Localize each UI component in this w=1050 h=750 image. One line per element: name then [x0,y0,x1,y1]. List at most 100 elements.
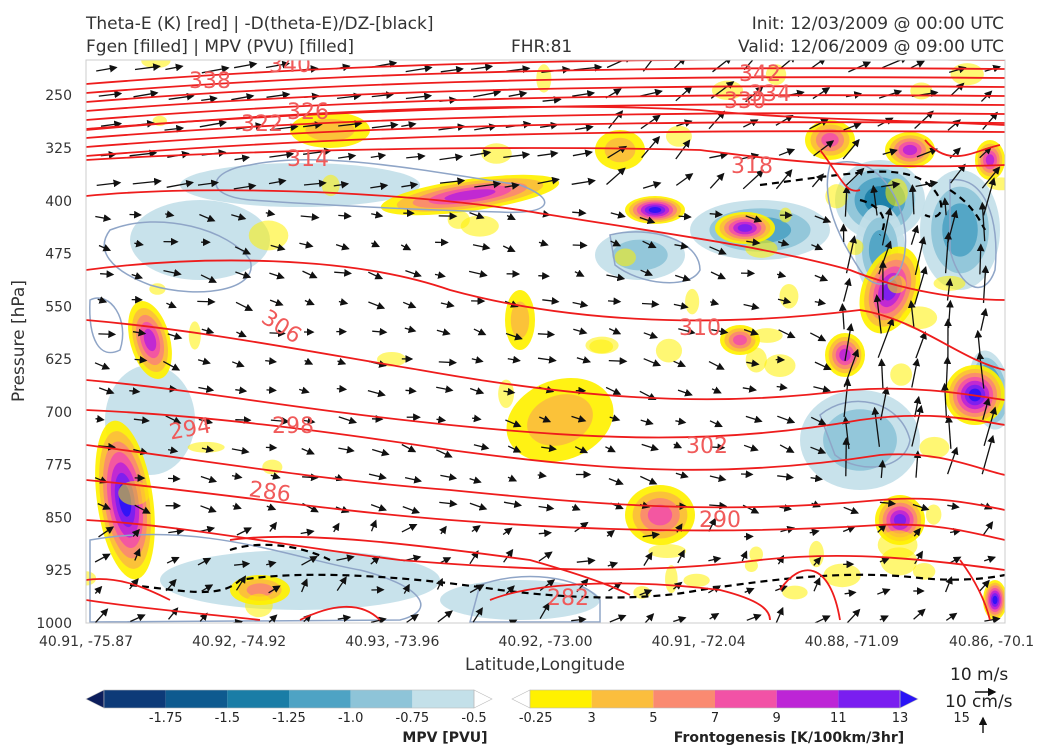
wind-arrow [98,244,112,252]
wind-arrow [643,551,653,566]
wind-arrow [537,176,560,185]
wind-arrow [709,501,728,510]
mpv-contour-line [89,533,422,623]
wind-arrow [882,148,898,156]
wind-arrow [265,209,276,217]
wind-arrow [542,96,562,104]
wind-arrow [976,243,985,275]
wind-arrow [778,239,790,247]
wind-arrow [673,360,686,368]
wind-arrow [811,60,827,69]
wind-arrow [201,445,215,453]
wind-arrow [945,414,953,449]
y-tick-label: 625 [45,352,72,368]
wind-arrow [401,121,417,129]
wind-arrow [709,613,720,621]
wind-arrow [640,418,654,426]
wind-arrow [606,273,626,282]
wind-arrow [198,417,214,425]
wind-arrow [949,556,962,564]
theta-e-contour [86,67,1005,94]
wind-arrow [775,169,793,190]
wind-arrow [742,385,757,393]
wind-arrow [234,154,250,163]
wind-arrow [168,527,185,536]
wind-arrow [607,297,622,306]
wind-arrow [673,302,689,310]
wind-arrow [436,415,447,424]
dthetae-dz-contour [229,543,331,561]
wind-arrow [745,86,764,103]
shaded-cell [614,248,636,267]
shaded-cell [665,125,692,147]
wind-arrow [910,60,925,69]
wind-arrow [675,173,694,186]
theta-e-contour [299,605,381,621]
wind-arrow [571,615,587,623]
shaded-cell [180,163,420,207]
wind-arrow [266,503,277,511]
wind-arrow [949,82,965,97]
wind-arrow [332,522,340,533]
wind-arrow [744,587,755,595]
wind-arrow [235,575,246,591]
wind-arrow [642,531,660,540]
x-axis-ticks: 40.91, -75.87 40.92, -74.92 40.93, -73.96 4… [39,634,1034,650]
wind-arrow [848,61,872,73]
wind-arrow [302,473,319,482]
wind-arrow [472,607,483,623]
wind-arrow [779,60,797,70]
wind-arrow [200,475,218,484]
wind-arrow [98,90,123,99]
wind-arrow [981,265,990,303]
wind-arrow [915,179,939,188]
wind-arrow [338,298,349,306]
wind-arrow [677,389,693,397]
wind-arrow [642,60,653,72]
wind-arrow [643,358,662,367]
shaded-cell [118,481,150,506]
wind-arrow [639,589,653,597]
wind-arrow [908,184,917,215]
wind-arrow [643,331,659,339]
wind-arrow [265,357,277,365]
wind-arrow [777,415,796,424]
wind-arrow [133,90,159,98]
shaded-cell [950,63,984,86]
wind-arrow [639,216,656,225]
wind-arrow [303,121,323,130]
wind-arrow [401,443,417,453]
wind-arrow [878,459,887,478]
wind-arrow [916,147,939,158]
wind-arrow [473,328,487,336]
wind-arrow [231,93,255,101]
wind-arrow [270,472,281,480]
theta-e-label: 326 [287,100,329,125]
wind-arrow [642,181,662,189]
wind-arrow [949,528,962,536]
wind-arrow [944,576,953,593]
wind-arrow [675,85,693,102]
wind-arrow [537,471,547,479]
wind-arrow [844,323,854,362]
theta-e-contour [86,259,1005,371]
wind-arrow [674,274,691,282]
shaded-cell [925,504,942,525]
wind-arrow [947,502,960,510]
wind-arrow [303,179,327,188]
wind-arrow [845,167,865,187]
wind-arrow [405,64,433,73]
x-tick-label: 40.92, -73.00 [498,634,592,650]
wind-arrow [943,356,952,388]
theta-e-contour [86,94,1005,121]
wind-arrow [300,528,315,537]
wind-arrow [300,578,308,593]
wind-arrow [572,90,596,98]
wind-arrow [572,149,593,158]
wind-arrow [97,296,108,304]
shaded-cell [900,306,938,330]
wind-arrow [440,473,458,481]
shaded-cell [246,583,274,597]
wind-arrow [950,163,966,184]
